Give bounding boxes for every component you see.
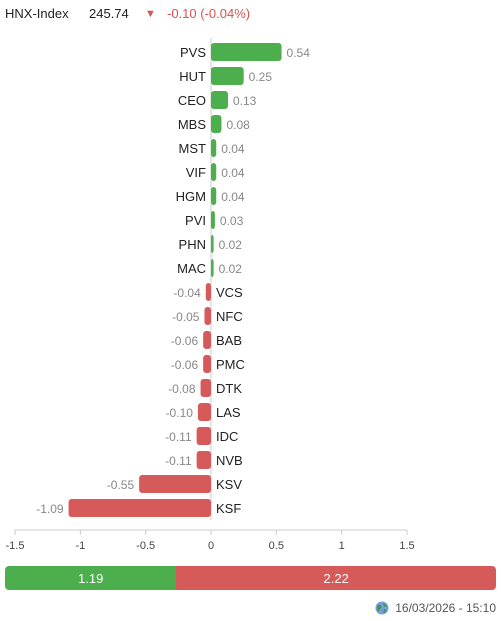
bar [211,115,222,133]
value-label: -0.04 [173,286,201,300]
negative-total-segment: 2.22 [176,566,496,590]
bar [196,427,211,445]
category-label: MAC [177,261,206,276]
breadth-summary-bar: 1.19 2.22 [5,566,496,590]
bar [68,499,211,517]
value-label: 0.03 [220,214,244,228]
category-label: KSF [216,501,241,516]
x-tick-label: -1 [75,540,85,552]
update-timestamp: 16/03/2026 - 15:10 [395,601,496,615]
x-tick-label: 0 [208,540,214,552]
globe-icon [375,601,389,615]
footer: 16/03/2026 - 15:10 [375,599,496,617]
bar [211,163,217,181]
value-label: -0.08 [168,382,196,396]
category-label: KSV [216,477,242,492]
value-label: -0.05 [172,310,200,324]
value-label: 0.04 [221,166,245,180]
value-label: -0.11 [165,430,192,444]
value-label: -0.11 [165,454,192,468]
category-label: LAS [216,405,241,420]
category-label: DTK [216,381,242,396]
category-label: PHN [179,237,206,252]
category-label: CEO [178,93,206,108]
bar [197,403,211,421]
bar [205,283,211,301]
value-label: 0.13 [233,94,257,108]
category-label: PVS [180,45,206,60]
category-label: VIF [186,165,206,180]
value-label: -0.55 [107,478,135,492]
category-label: VCS [216,285,243,300]
negative-total-label: 2.22 [323,570,349,586]
category-label: IDC [216,429,238,444]
bar [211,235,214,253]
value-label: -0.10 [166,406,194,420]
x-tick-label: -1.5 [6,540,25,552]
category-label: BAB [216,333,242,348]
value-label: 0.02 [219,238,243,252]
bar [203,355,211,373]
bar [139,475,211,493]
x-tick-label: 1.5 [399,540,414,552]
value-label: 0.04 [221,142,245,156]
category-label: PMC [216,357,245,372]
category-label: MBS [178,117,207,132]
value-label: 0.25 [249,70,273,84]
bar [211,139,217,157]
bar [211,43,282,61]
bar [211,259,214,277]
bar [211,91,228,109]
category-label: PVI [185,213,206,228]
positive-total-segment: 1.19 [5,566,177,590]
down-arrow-icon: ▼ [145,8,156,20]
value-label: 0.04 [221,190,245,204]
value-label: -0.06 [171,358,199,372]
bar [211,187,217,205]
bar [211,211,215,229]
index-name: HNX-Index [5,6,69,21]
bar [211,67,244,85]
category-label: HUT [179,69,206,84]
value-label: 0.02 [219,262,243,276]
index-value: 245.74 [89,6,129,21]
x-tick-label: -0.5 [136,540,155,552]
bar [203,331,211,349]
category-label: MST [179,141,207,156]
category-label: NFC [216,309,243,324]
value-label: 0.08 [226,118,250,132]
bar [204,307,211,325]
value-label: 0.54 [287,46,311,60]
value-label: -1.09 [36,502,64,516]
value-label: -0.06 [171,334,199,348]
category-label: HGM [176,189,206,204]
bar [196,451,211,469]
contribution-bar-chart: PVS 0.54 HUT 0.25 CEO 0.13 MBS 0.08 MST 0.04 VIF 0.… [6,38,415,552]
positive-total-label: 1.19 [78,570,104,586]
bar [200,379,211,397]
index-change: -0.10 (-0.04%) [167,6,251,21]
category-label: NVB [216,453,243,468]
x-tick-label: 0.5 [269,540,284,552]
x-tick-label: 1 [339,540,345,552]
